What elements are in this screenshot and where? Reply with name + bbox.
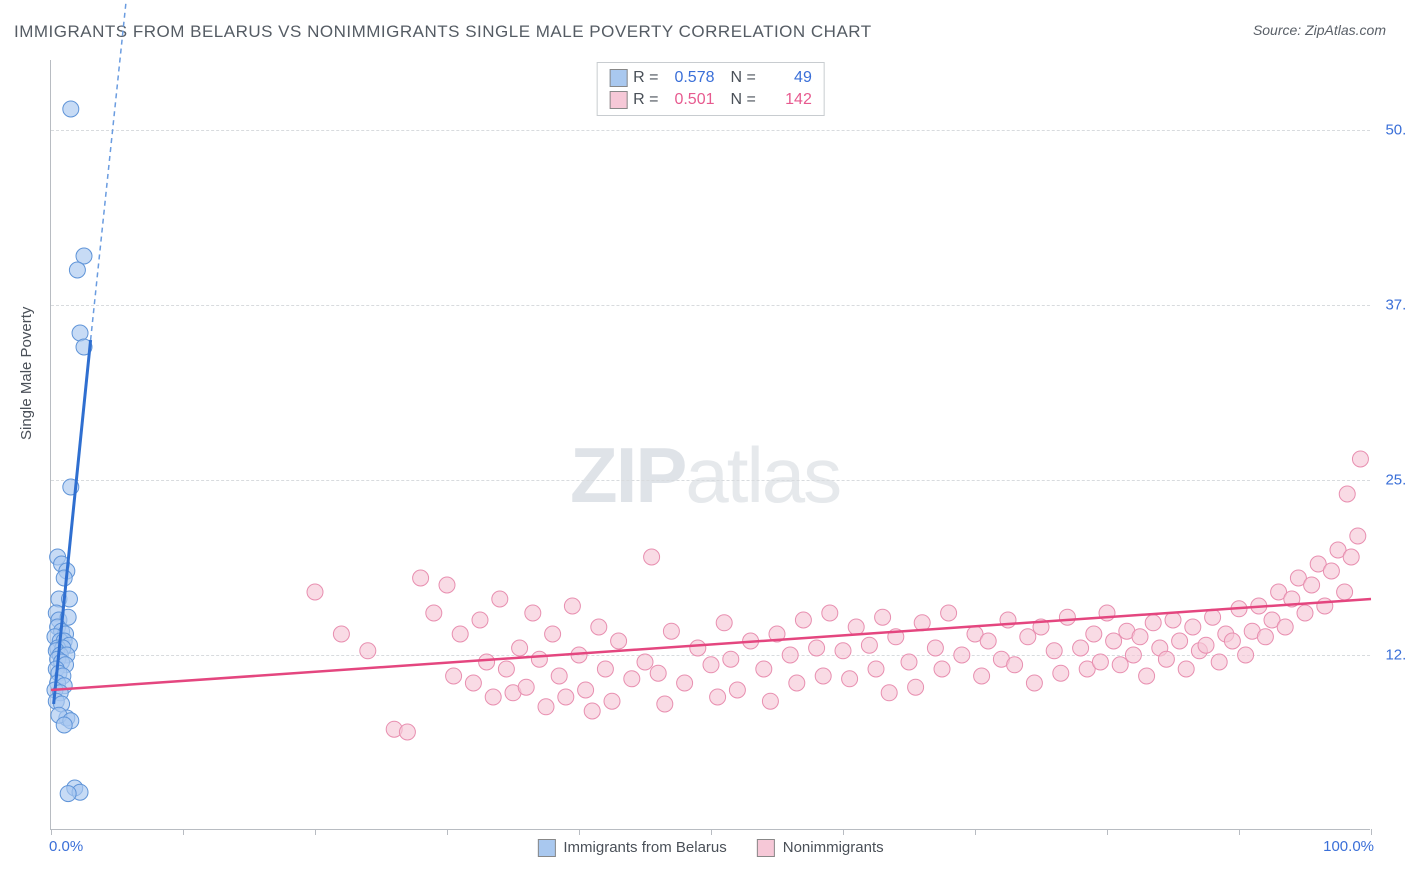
y-tick-label: 12.5% xyxy=(1385,647,1406,664)
legend-swatch-pink xyxy=(609,91,627,109)
legend-swatch-blue xyxy=(609,69,627,87)
legend-row-pink: R = 0.501 N = 142 xyxy=(609,89,812,111)
y-axis-label: Single Male Poverty xyxy=(18,307,35,440)
chart-title: IMMIGRANTS FROM BELARUS VS NONIMMIGRANTS… xyxy=(14,22,872,42)
y-tick-label: 37.5% xyxy=(1385,297,1406,314)
chart-svg xyxy=(51,60,1370,829)
legend-n-value-blue: 49 xyxy=(762,67,812,89)
legend-r-label: R = xyxy=(633,67,658,89)
legend-series: Immigrants from Belarus Nonimmigrants xyxy=(537,839,883,857)
legend-r-value-blue: 0.578 xyxy=(665,67,715,89)
legend-n-label: N = xyxy=(731,67,756,89)
x-tick-label-max: 100.0% xyxy=(1323,838,1374,855)
legend-item-belarus: Immigrants from Belarus xyxy=(537,839,726,857)
source-attribution: Source: ZipAtlas.com xyxy=(1253,22,1386,38)
legend-label-nonimmigrants: Nonimmigrants xyxy=(783,839,884,856)
legend-label-belarus: Immigrants from Belarus xyxy=(563,839,726,856)
legend-r-value-pink: 0.501 xyxy=(665,89,715,111)
y-tick-label: 25.0% xyxy=(1385,472,1406,489)
legend-correlation: R = 0.578 N = 49 R = 0.501 N = 142 xyxy=(596,62,825,116)
legend-swatch-nonimmigrants xyxy=(757,839,775,857)
y-tick-label: 50.0% xyxy=(1385,122,1406,139)
legend-swatch-belarus xyxy=(537,839,555,857)
x-tick-label-min: 0.0% xyxy=(49,838,83,855)
legend-r-label: R = xyxy=(633,89,658,111)
plot-area: ZIPatlas 12.5%25.0%37.5%50.0% R = 0.578 … xyxy=(50,60,1370,830)
legend-item-nonimmigrants: Nonimmigrants xyxy=(757,839,884,857)
legend-n-value-pink: 142 xyxy=(762,89,812,111)
legend-row-blue: R = 0.578 N = 49 xyxy=(609,67,812,89)
legend-n-label: N = xyxy=(731,89,756,111)
